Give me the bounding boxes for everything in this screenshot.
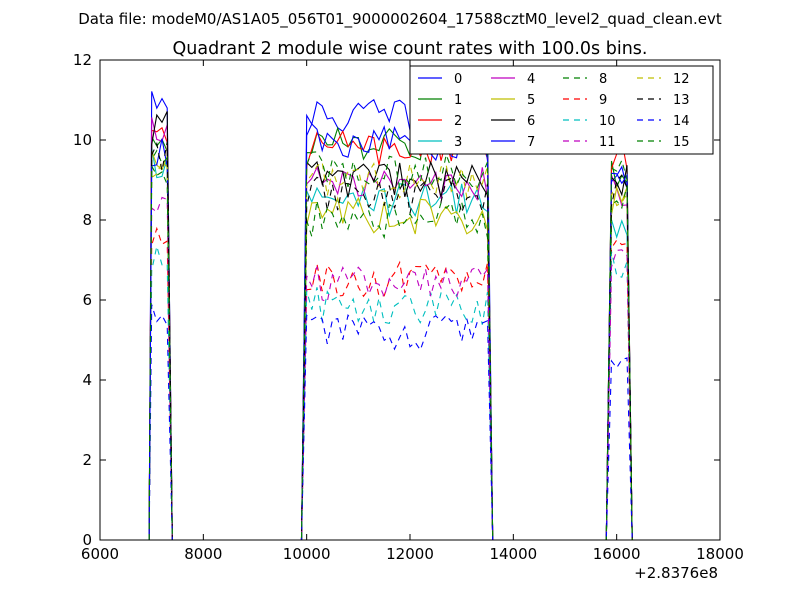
series-line-12 [148, 161, 658, 540]
y-tick-label: 0 [82, 531, 92, 549]
legend-label-15: 15 [673, 135, 690, 150]
legend-frame [409, 65, 714, 155]
y-tick-label: 12 [73, 51, 92, 69]
series-line-11 [148, 196, 658, 540]
legend-label-3: 3 [454, 135, 462, 150]
legend-label-10: 10 [599, 114, 616, 129]
x-tick-label: 8000 [184, 545, 222, 563]
series-line-9 [148, 226, 658, 540]
series-line-3 [148, 147, 658, 540]
series-line-5 [148, 150, 658, 540]
legend-label-6: 6 [527, 114, 535, 129]
y-tick-label: 10 [73, 131, 92, 149]
x-offset-label: +2.8376e8 [634, 564, 718, 582]
x-tick-label: 12000 [386, 545, 434, 563]
figure-suptitle: Data file: modeM0/AS1A05_056T01_90000026… [78, 10, 722, 29]
y-tick-label: 4 [82, 371, 92, 389]
chart-title: Quadrant 2 module wise count rates with … [173, 39, 648, 59]
legend-label-7: 7 [527, 135, 535, 150]
legend-label-2: 2 [454, 114, 462, 129]
legend-label-13: 13 [673, 93, 690, 108]
x-tick-label: 14000 [489, 545, 537, 563]
legend-label-1: 1 [454, 93, 462, 108]
legend-label-11: 11 [599, 135, 616, 150]
x-tick-label: 10000 [283, 545, 331, 563]
legend-label-9: 9 [599, 93, 607, 108]
y-tick-label: 6 [82, 291, 92, 309]
legend-label-14: 14 [673, 114, 690, 129]
legend-label-4: 4 [527, 72, 535, 87]
legend-label-12: 12 [673, 72, 690, 87]
axis-ticks: 6000 8000 10000 12000 14000 16000 180000246810… [73, 51, 744, 563]
series-layer [148, 91, 658, 540]
series-line-4 [148, 117, 658, 540]
x-tick-label: 6000 [81, 545, 119, 563]
x-tick-label: 16000 [593, 545, 641, 563]
legend-label-5: 5 [527, 93, 535, 108]
series-line-14 [148, 304, 658, 540]
y-tick-label: 2 [82, 451, 92, 469]
y-tick-label: 8 [82, 211, 92, 229]
legend-label-0: 0 [454, 72, 462, 87]
series-line-15 [148, 151, 658, 540]
legend-label-8: 8 [599, 72, 607, 87]
series-line-10 [148, 246, 658, 540]
series-line-13 [148, 141, 658, 540]
x-tick-label: 18000 [696, 545, 744, 563]
